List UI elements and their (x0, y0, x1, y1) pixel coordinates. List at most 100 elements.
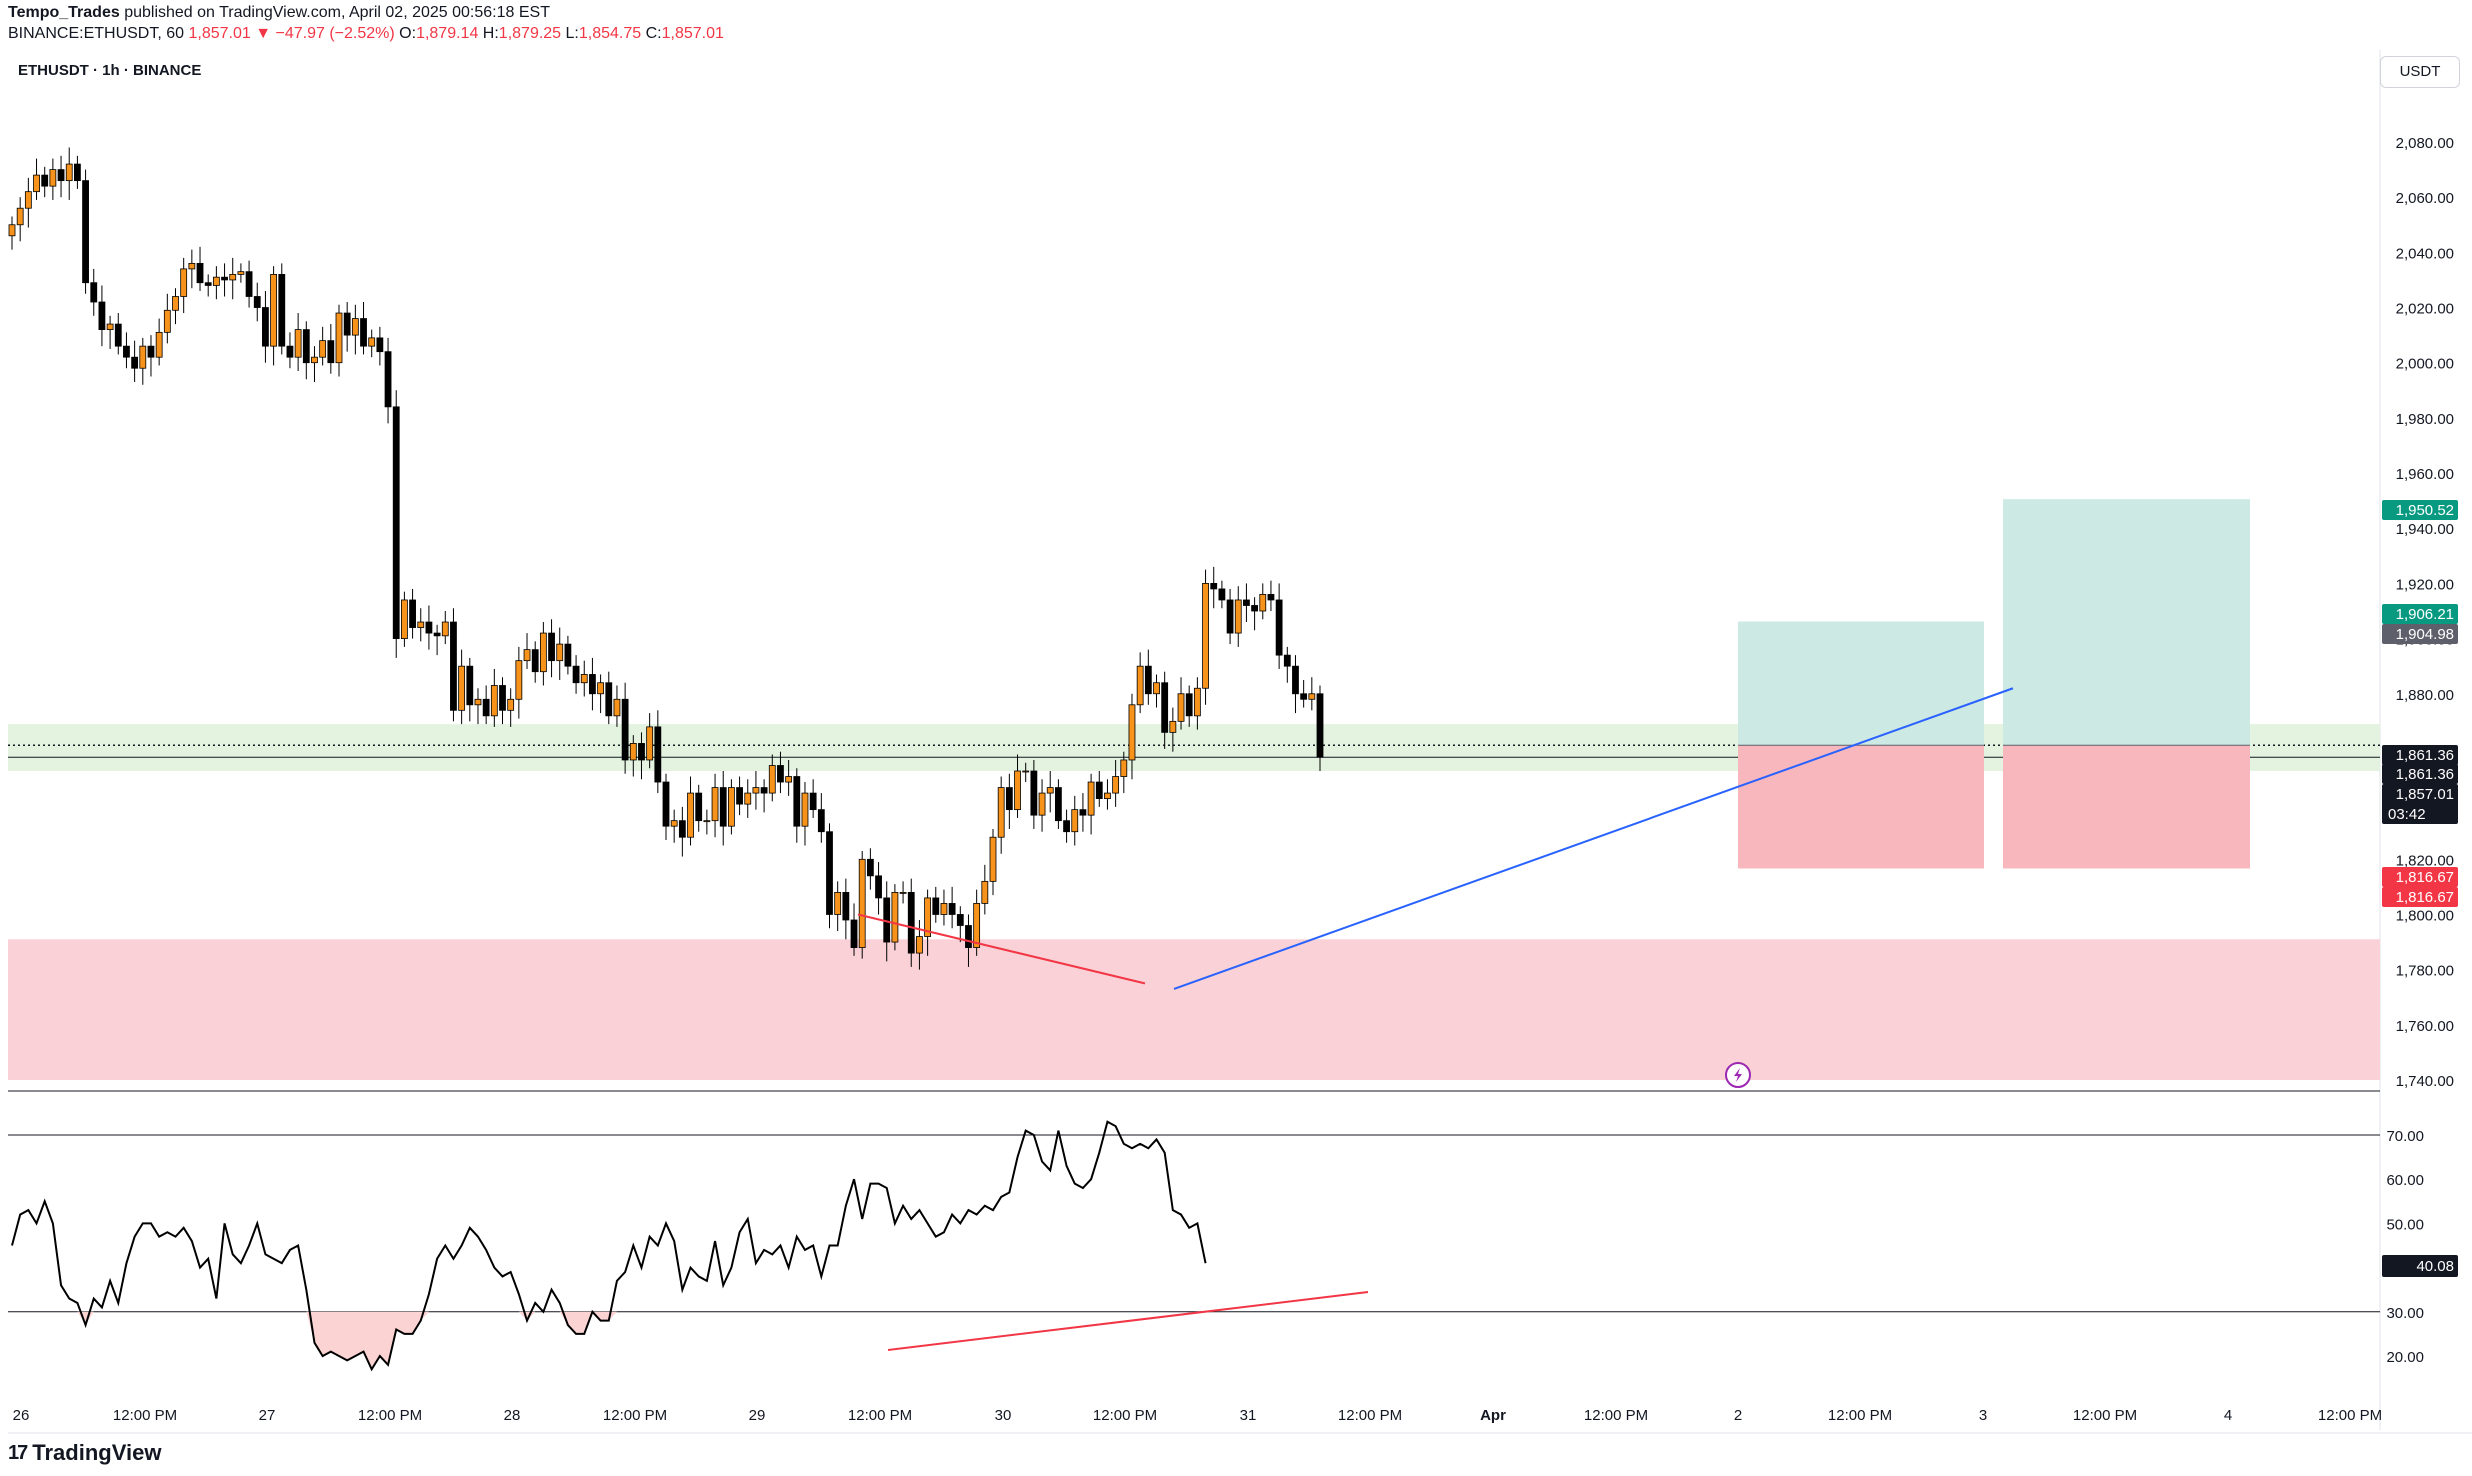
candle-body[interactable] (106, 323, 114, 331)
candle-body[interactable] (400, 599, 408, 639)
candle-body[interactable] (1071, 809, 1079, 833)
currency-button[interactable]: USDT (2380, 56, 2460, 88)
candle-body[interactable] (1014, 770, 1021, 811)
rsi-divergence-line[interactable] (887, 1291, 1369, 1351)
candle-body[interactable] (948, 903, 956, 915)
candle-body[interactable] (441, 621, 449, 637)
candle-body[interactable] (163, 309, 171, 333)
candle-body[interactable] (899, 892, 907, 894)
candle-body[interactable] (490, 685, 498, 717)
candle-body[interactable] (539, 632, 547, 673)
candle-body[interactable] (253, 296, 261, 308)
candle-body[interactable] (605, 682, 613, 717)
candle-body[interactable] (638, 743, 645, 761)
candle-body[interactable] (392, 406, 400, 639)
candle-body[interactable] (736, 787, 743, 805)
candle-body[interactable] (801, 792, 809, 827)
author-name[interactable]: Tempo_Trades (8, 4, 120, 21)
candle-body[interactable] (940, 903, 948, 915)
candle-body[interactable] (1169, 720, 1177, 733)
candle-body[interactable] (474, 698, 482, 706)
candle-body[interactable] (760, 787, 768, 794)
candle-body[interactable] (343, 312, 351, 336)
candle-body[interactable] (556, 643, 564, 662)
candle-body[interactable] (711, 787, 719, 822)
candle-body[interactable] (1218, 588, 1226, 601)
candle-body[interactable] (1316, 693, 1324, 758)
candle-body[interactable] (417, 621, 425, 628)
candle-body[interactable] (1022, 770, 1030, 773)
candle-body[interactable] (1005, 787, 1013, 811)
candle-body[interactable] (842, 892, 850, 921)
target-box[interactable] (2003, 499, 2250, 746)
candle-body[interactable] (180, 268, 188, 297)
candle-body[interactable] (114, 323, 122, 347)
candle-body[interactable] (932, 897, 940, 915)
candle-body[interactable] (188, 262, 196, 270)
candle-body[interactable] (425, 621, 433, 634)
candle-body[interactable] (1308, 693, 1316, 700)
candle-body[interactable] (916, 936, 923, 954)
candle-body[interactable] (515, 660, 523, 700)
candle-body[interactable] (57, 169, 65, 182)
candle-body[interactable] (858, 858, 866, 948)
candle-body[interactable] (1185, 693, 1193, 717)
candle-body[interactable] (1193, 687, 1201, 717)
candle-body[interactable] (1095, 781, 1103, 799)
candle-body[interactable] (662, 781, 670, 827)
candle-body[interactable] (523, 649, 531, 662)
candle-body[interactable] (1063, 820, 1070, 833)
candle-body[interactable] (752, 787, 760, 794)
candle-body[interactable] (458, 665, 466, 711)
rsi-line[interactable] (11, 1120, 1207, 1372)
candle-body[interactable] (82, 180, 89, 284)
candle-body[interactable] (646, 726, 654, 761)
candle-body[interactable] (433, 632, 441, 637)
candle-body[interactable] (597, 682, 604, 695)
candle-body[interactable] (1128, 704, 1136, 761)
candle-body[interactable] (768, 765, 776, 794)
candle-body[interactable] (548, 632, 555, 662)
candle-body[interactable] (1300, 693, 1308, 700)
candle-body[interactable] (1243, 599, 1250, 606)
candle-body[interactable] (703, 820, 711, 823)
candle-body[interactable] (270, 274, 278, 347)
candle-body[interactable] (1177, 693, 1185, 722)
candle-body[interactable] (1079, 809, 1087, 816)
candle-body[interactable] (16, 207, 24, 226)
candle-body[interactable] (777, 765, 784, 783)
candle-body[interactable] (49, 169, 57, 187)
candle-body[interactable] (262, 307, 269, 347)
candle-body[interactable] (278, 274, 286, 347)
candle-body[interactable] (360, 318, 367, 347)
candle-body[interactable] (678, 820, 686, 838)
candle-body[interactable] (1259, 594, 1267, 612)
candle-body[interactable] (1112, 776, 1120, 794)
candle-body[interactable] (90, 282, 98, 303)
candle-body[interactable] (1120, 759, 1128, 777)
stop-box[interactable] (2003, 745, 2250, 869)
candle-body[interactable] (826, 831, 833, 915)
candle-body[interactable] (376, 337, 384, 353)
candle-body[interactable] (139, 345, 147, 369)
candle-body[interactable] (351, 318, 359, 336)
candle-body[interactable] (613, 698, 621, 717)
candle-body[interactable] (1055, 787, 1062, 822)
candle-body[interactable] (229, 274, 237, 281)
candle-body[interactable] (172, 296, 179, 311)
candle-body[interactable] (719, 787, 727, 827)
candle-body[interactable] (1161, 682, 1169, 733)
candle-body[interactable] (531, 649, 539, 673)
candle-body[interactable] (65, 163, 73, 182)
candle-body[interactable] (384, 351, 392, 408)
chart-legend-symbol[interactable]: ETHUSDT · 1h · BINANCE (18, 62, 202, 79)
candle-body[interactable] (1292, 665, 1299, 695)
candle-body[interactable] (245, 271, 253, 297)
candle-body[interactable] (809, 792, 817, 811)
candle-body[interactable] (327, 340, 335, 364)
candle-body[interactable] (1030, 770, 1038, 816)
candle-body[interactable] (507, 698, 515, 711)
candle-body[interactable] (981, 880, 989, 904)
candle-body[interactable] (237, 271, 245, 275)
